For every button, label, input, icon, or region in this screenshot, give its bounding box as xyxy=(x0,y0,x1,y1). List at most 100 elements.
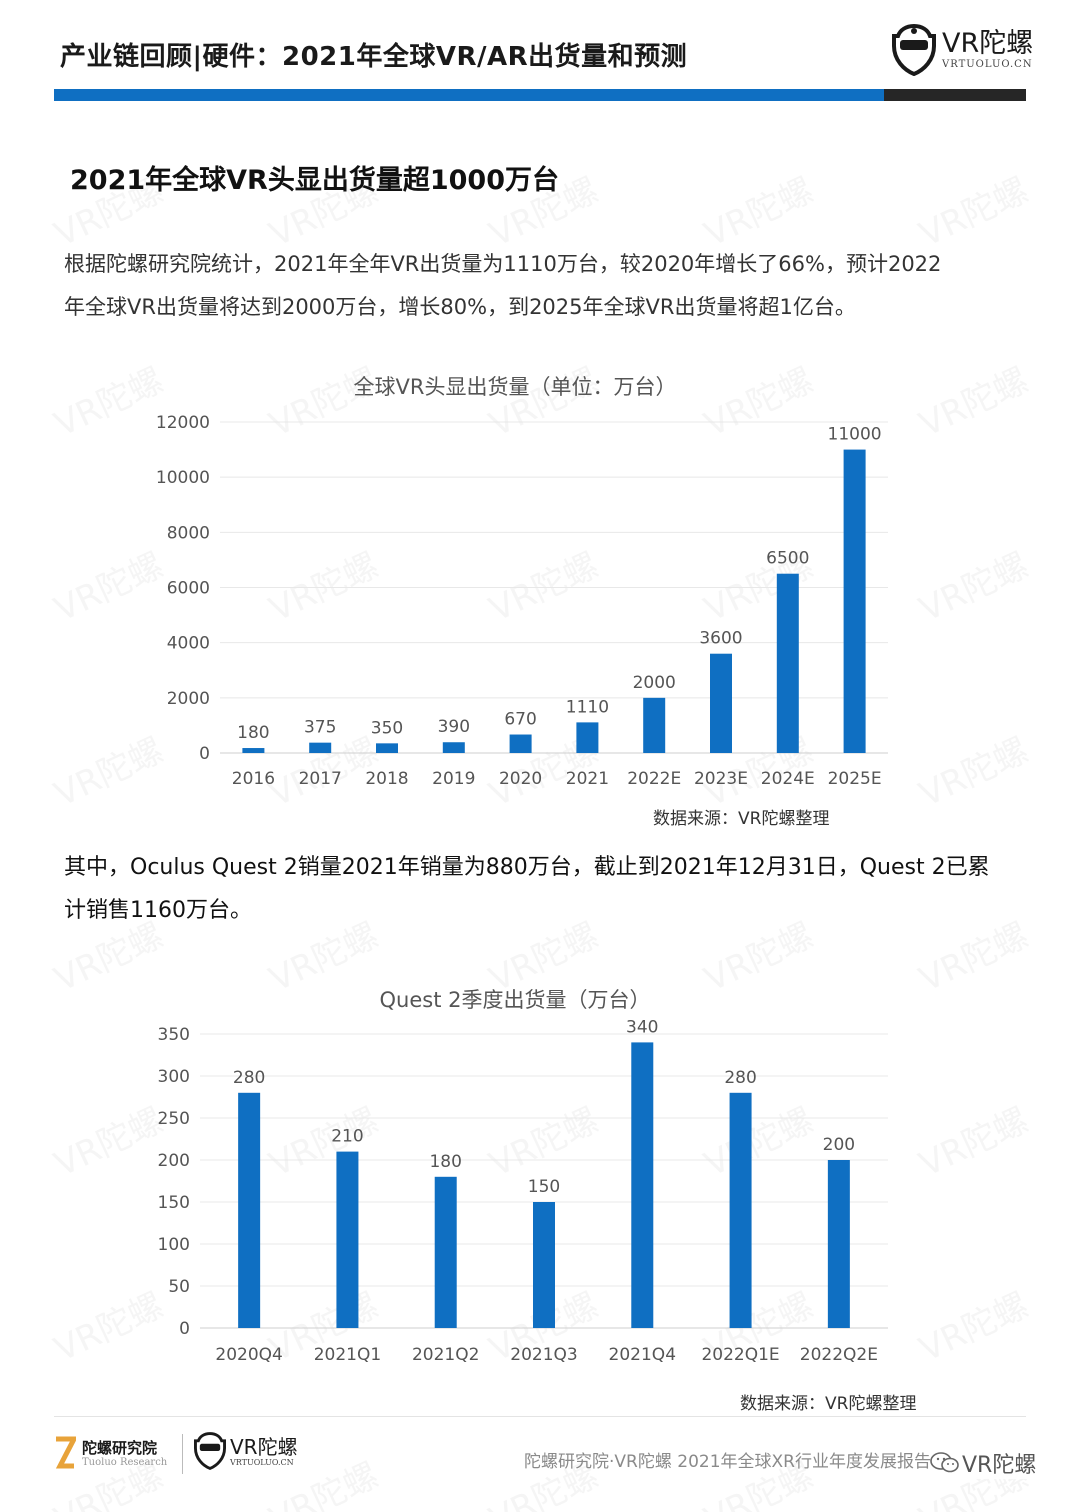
header-logo-text: VR陀螺 xyxy=(942,28,1034,59)
y-tick-label: 50 xyxy=(168,1277,190,1297)
intro-line-2: 年全球VR出货量将达到2000万台，增长80%，到2025年全球VR出货量将超1… xyxy=(64,295,856,319)
x-tick-label: 2021Q4 xyxy=(609,1345,676,1365)
x-tick-label: 2021Q2 xyxy=(412,1345,479,1365)
bar xyxy=(631,1042,654,1328)
x-tick-label: 2021 xyxy=(566,769,609,789)
quest-line-2: 计销售1160万台。 xyxy=(64,898,252,923)
wechat-icon xyxy=(930,1452,959,1473)
y-tick-label: 6000 xyxy=(167,579,210,599)
x-tick-label: 2022E xyxy=(627,769,681,789)
footer-report-title: 陀螺研究院·VR陀螺 2021年全球XR行业年度发展报告 xyxy=(524,1452,931,1472)
data-label: 280 xyxy=(233,1068,265,1088)
bar xyxy=(533,1202,555,1328)
vr-shipments-chart-svg: 全球VR头显出货量（单位：万台） 0 2000 4000 6000 8000 10000 12… xyxy=(156,375,888,789)
y-tick-label: 0 xyxy=(199,744,210,764)
bar xyxy=(336,1151,359,1328)
data-label: 3600 xyxy=(699,629,742,649)
footer-wechat-badge: VR陀螺 xyxy=(930,1447,1037,1479)
x-tick-label: 2025E xyxy=(828,769,882,789)
data-label: 340 xyxy=(626,1017,658,1037)
chart1-source: 数据来源：VR陀螺整理 xyxy=(653,809,830,829)
x-tick-label: 2022Q1E xyxy=(701,1345,779,1365)
x-tick-label: 2020 xyxy=(499,769,542,789)
x-tick-label: 2023E xyxy=(694,769,748,789)
quest-line-1: 其中，Oculus Quest 2销量2021年销量为880万台，截止到2021… xyxy=(64,855,990,880)
x-tick-label: 2021Q1 xyxy=(314,1345,381,1365)
header-logo-subtext: VRTUOLUO.CN xyxy=(942,59,1033,70)
intro-paragraph: 根据陀螺研究院统计，2021年全年VR出货量为1110万台，较2020年增长了6… xyxy=(64,243,1024,329)
quest-paragraph: 其中，Oculus Quest 2销量2021年销量为880万台，截止到2021… xyxy=(64,846,1024,932)
x-tick-label: 2020Q4 xyxy=(215,1345,282,1365)
tuoluo-footer-logo-icon xyxy=(194,1432,226,1470)
data-label: 200 xyxy=(823,1135,855,1155)
chart-title: Quest 2季度出货量（万台） xyxy=(380,988,651,1012)
chart-title: 全球VR头显出货量（单位：万台） xyxy=(354,375,677,399)
x-tick-label: 2017 xyxy=(299,769,342,789)
footer-brand-research: 陀螺研究院 Tuoluo Research xyxy=(54,1436,167,1470)
x-tick-label: 2024E xyxy=(761,769,815,789)
data-label: 350 xyxy=(371,718,403,738)
data-label: 6500 xyxy=(766,549,809,569)
y-tick-label: 8000 xyxy=(167,523,210,543)
y-tick-label: 0 xyxy=(179,1319,190,1339)
footer-brand-research-sub: Tuoluo Research xyxy=(82,1456,168,1468)
bar xyxy=(509,734,532,753)
bar xyxy=(238,1092,261,1328)
y-tick-label: 150 xyxy=(158,1193,190,1213)
bar xyxy=(576,722,599,753)
y-tick-label: 300 xyxy=(158,1067,190,1087)
bar xyxy=(729,1092,752,1328)
y-tick-label: 350 xyxy=(158,1025,190,1045)
vr-shipments-chart: 全球VR头显出货量（单位：万台） 0 2000 4000 6000 8000 10000 12… xyxy=(0,360,1080,844)
header-accent-bar-dark xyxy=(884,89,1026,101)
header-logo: VR陀螺 VRTUOLUO.CN xyxy=(892,24,1033,76)
intro-line-1: 根据陀螺研究院统计，2021年全年VR出货量为1110万台，较2020年增长了6… xyxy=(64,252,942,276)
bar xyxy=(843,449,866,753)
data-label: 180 xyxy=(429,1152,461,1172)
footer-wechat-label: VR陀螺 xyxy=(962,1453,1037,1478)
bar xyxy=(434,1176,457,1328)
data-label: 150 xyxy=(528,1177,560,1197)
quest2-chart-svg: Quest 2季度出货量（万台） 0 50 100 150 200 250 300 350 280… xyxy=(158,988,888,1365)
y-tick-label: 12000 xyxy=(156,413,210,433)
x-tick-label: 2021Q3 xyxy=(510,1345,577,1365)
footer-brand-vrtuoluo: VR陀螺 VRTUOLUO.CN xyxy=(194,1432,298,1470)
y-tick-label: 10000 xyxy=(156,468,210,488)
z-logo-icon xyxy=(55,1436,76,1469)
bar xyxy=(242,748,265,753)
y-tick-label: 4000 xyxy=(167,634,210,654)
footer-divider-line xyxy=(54,1416,1026,1417)
data-label: 11000 xyxy=(828,425,882,445)
data-label: 1110 xyxy=(566,697,609,717)
x-tick-label: 2019 xyxy=(432,769,475,789)
y-tick-label: 100 xyxy=(158,1235,190,1255)
data-label: 180 xyxy=(237,723,269,743)
footer-vr-logo-text: VR陀螺 xyxy=(230,1434,298,1459)
data-label: 280 xyxy=(724,1068,756,1088)
y-tick-label: 2000 xyxy=(167,689,210,709)
quest2-chart: Quest 2季度出货量（万台） 0 50 100 150 200 250 300 350 280… xyxy=(0,975,1080,1389)
footer-brand-separator xyxy=(182,1434,183,1474)
data-label: 375 xyxy=(304,718,336,738)
x-tick-label: 2022Q2E xyxy=(800,1345,878,1365)
data-label: 670 xyxy=(504,710,536,730)
bar xyxy=(442,742,465,753)
chart2-source: 数据来源：VR陀螺整理 xyxy=(740,1394,917,1414)
y-tick-label: 250 xyxy=(158,1109,190,1129)
y-tick-label: 200 xyxy=(158,1151,190,1171)
data-label: 390 xyxy=(438,717,470,737)
footer-brand-research-name: 陀螺研究院 xyxy=(82,1438,158,1457)
bar xyxy=(643,697,666,753)
data-label: 2000 xyxy=(633,673,676,693)
section-title: 2021年全球VR头显出货量超1000万台 xyxy=(70,165,559,196)
bar xyxy=(827,1160,850,1328)
bar xyxy=(776,573,799,753)
x-tick-label: 2016 xyxy=(232,769,275,789)
data-label: 210 xyxy=(331,1127,363,1147)
bar xyxy=(376,743,398,753)
bar xyxy=(710,653,732,753)
bar xyxy=(309,742,332,753)
x-tick-label: 2018 xyxy=(365,769,408,789)
tuoluo-logo-icon xyxy=(892,24,936,76)
page-title: 产业链回顾|硬件：2021年全球VR/AR出货量和预测 xyxy=(60,42,688,72)
